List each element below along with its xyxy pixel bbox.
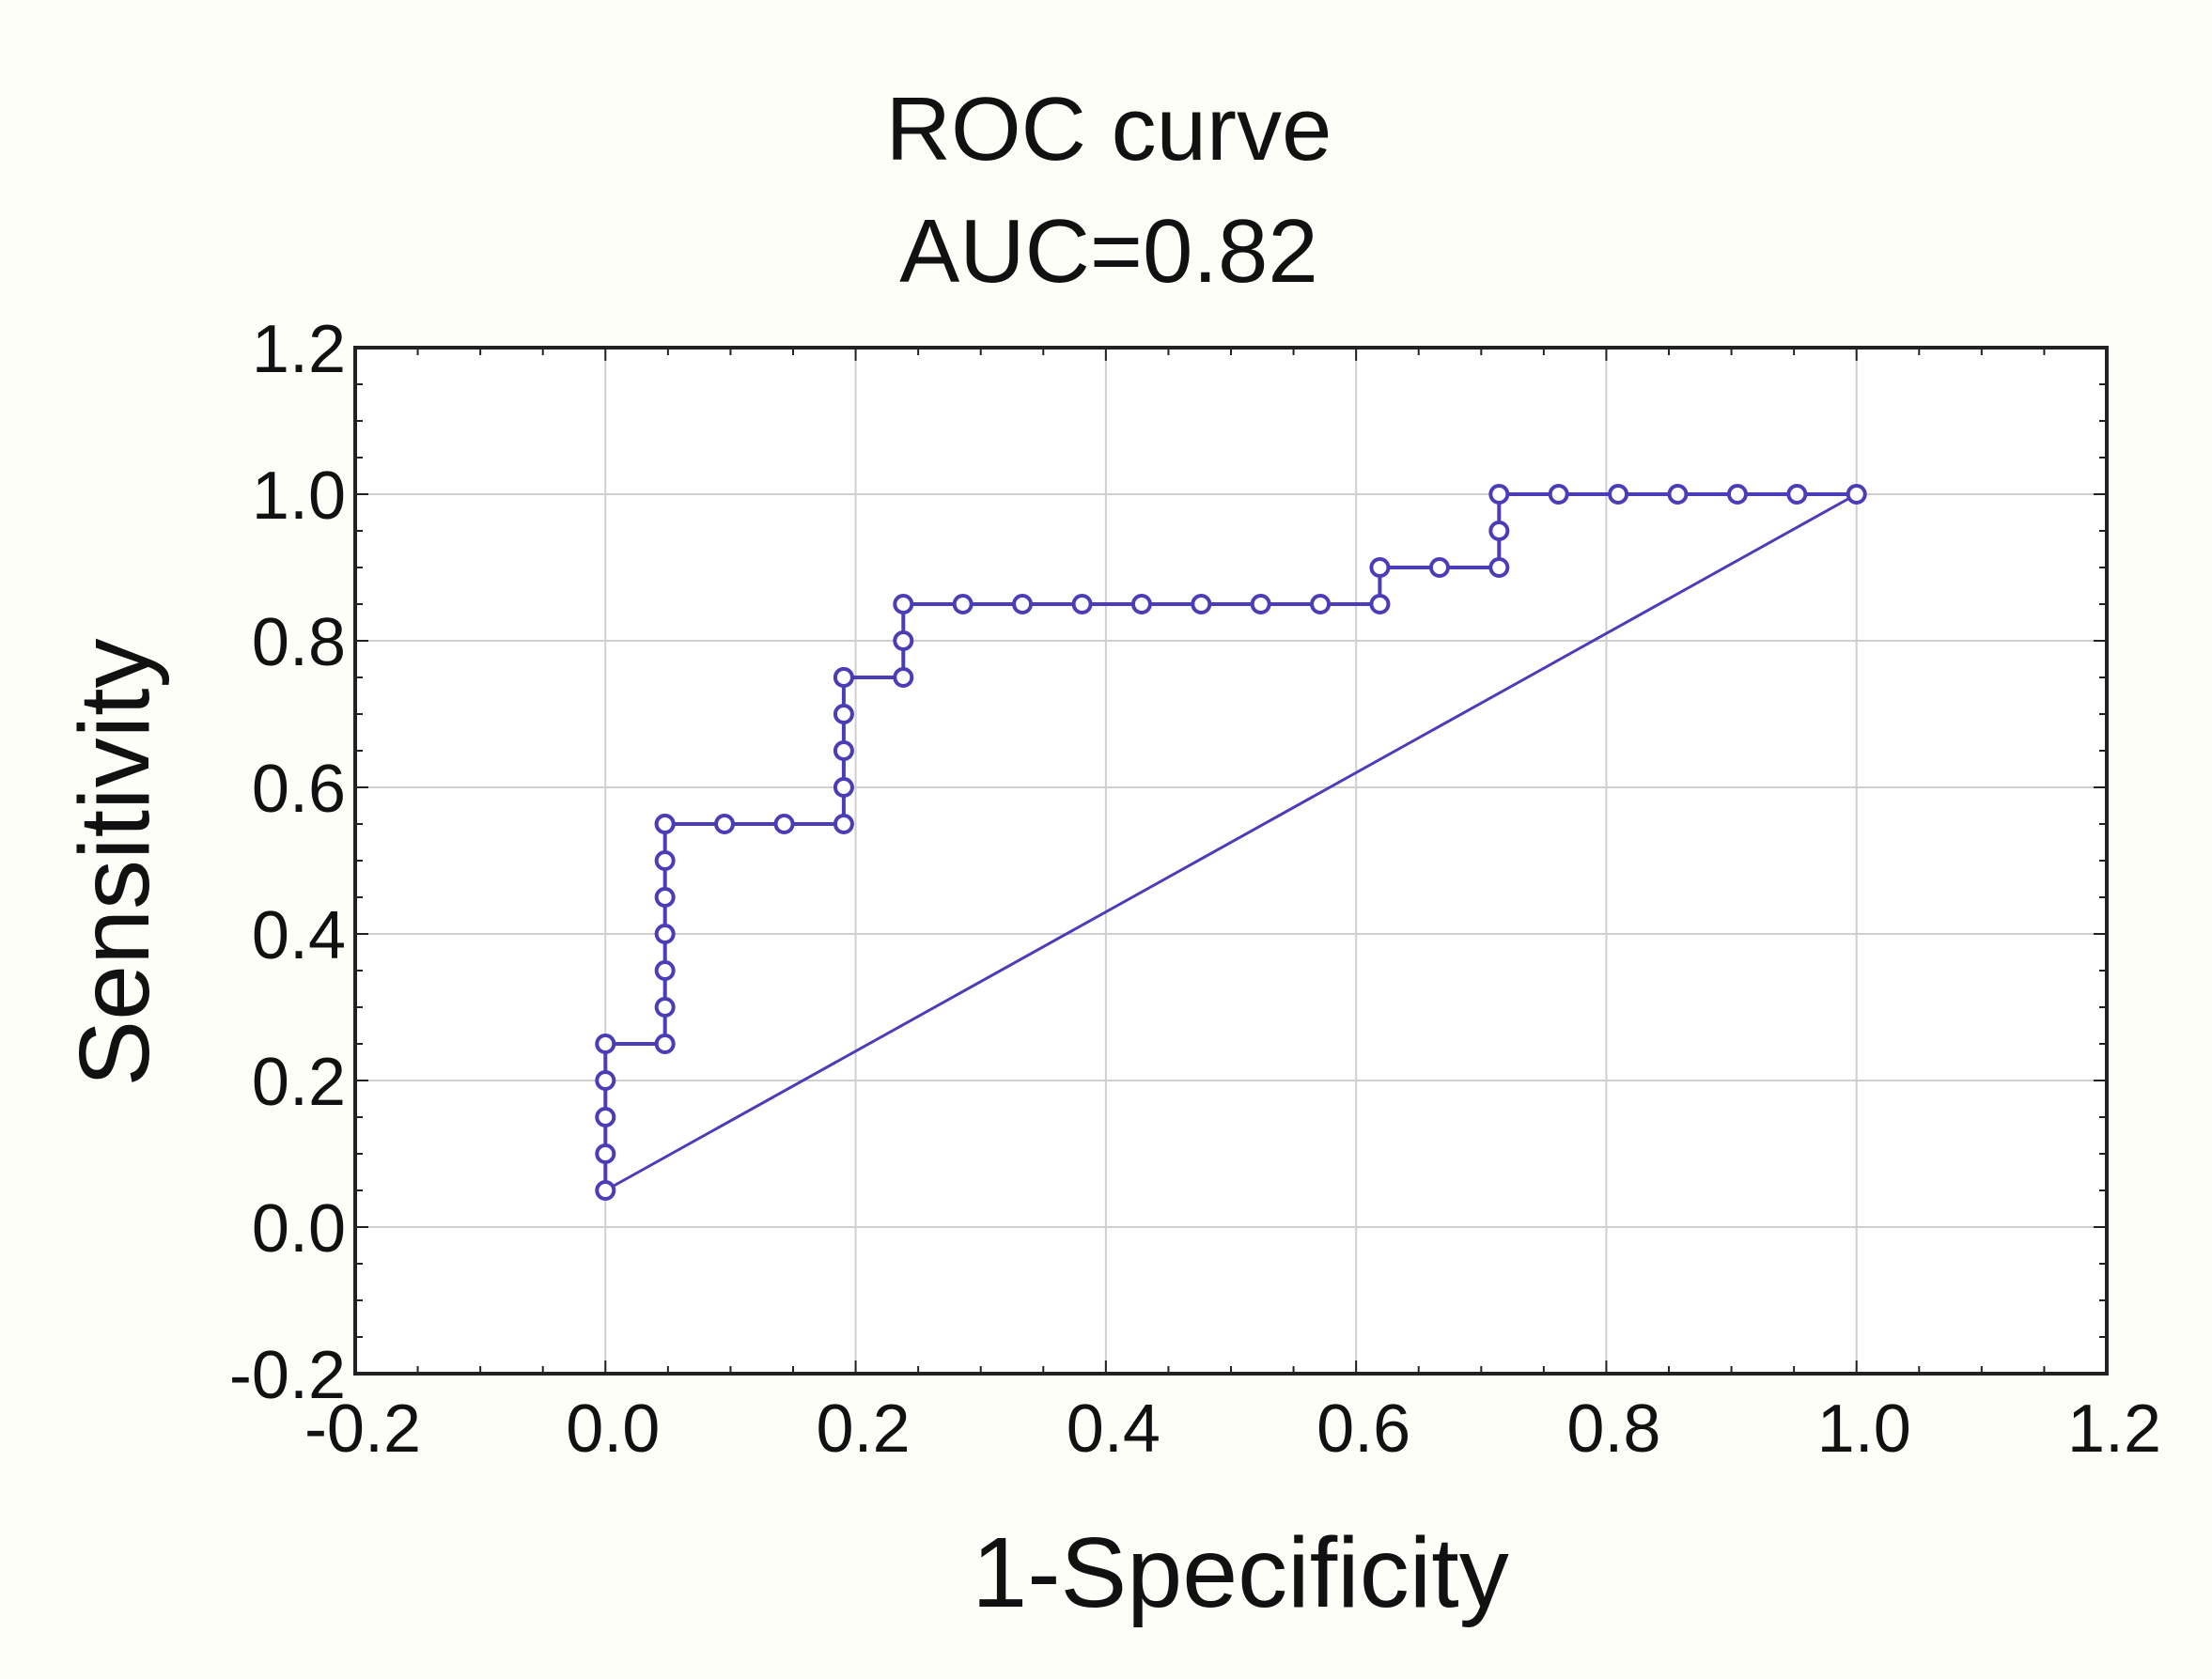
y-tick-label: 0.8 xyxy=(252,605,346,680)
roc-point xyxy=(893,667,914,688)
roc-point xyxy=(952,594,974,614)
x-tick-label: 0.2 xyxy=(817,1391,911,1467)
y-tick-label: 0.6 xyxy=(252,752,346,827)
roc-point xyxy=(595,1143,616,1164)
y-axis-title: Sensitivity xyxy=(59,638,170,1086)
roc-point xyxy=(833,704,854,724)
roc-point xyxy=(1310,594,1332,614)
y-tick-label: 0.0 xyxy=(252,1191,346,1267)
roc-point xyxy=(1726,484,1748,505)
x-tick-label: 0.4 xyxy=(1067,1391,1161,1467)
roc-point xyxy=(714,814,736,834)
roc-point xyxy=(833,777,854,798)
x-tick-label: 0.6 xyxy=(1316,1391,1410,1467)
x-tick-label: 0.8 xyxy=(1566,1391,1660,1467)
series-layer xyxy=(595,484,1867,1201)
y-tick-label: 1.0 xyxy=(252,459,346,534)
roc-point xyxy=(654,960,676,981)
roc-point xyxy=(1667,484,1689,505)
roc-point xyxy=(1369,594,1391,614)
plot-frame xyxy=(353,346,2109,1376)
roc-point xyxy=(833,740,854,761)
roc-point xyxy=(1608,484,1629,505)
roc-point xyxy=(1488,484,1510,505)
y-tick-label: 0.4 xyxy=(252,898,346,973)
x-tick-label: 1.2 xyxy=(2067,1391,2161,1467)
roc-point xyxy=(595,1180,616,1201)
roc-point xyxy=(654,887,676,908)
roc-point xyxy=(1130,594,1152,614)
y-tick-labels: -0.2 0.0 0.2 0.4 0.6 0.8 1.0 1.2 xyxy=(229,312,346,1413)
y-tick-label: -0.2 xyxy=(229,1338,346,1413)
roc-point xyxy=(1191,594,1212,614)
y-tick-label: 1.2 xyxy=(252,312,346,387)
roc-point xyxy=(893,594,914,614)
x-tick-label: -0.2 xyxy=(304,1391,421,1467)
roc-point xyxy=(833,667,854,688)
roc-point xyxy=(833,814,854,834)
roc-point xyxy=(1428,557,1450,578)
roc-point xyxy=(893,630,914,651)
roc-point xyxy=(1846,484,1867,505)
roc-point xyxy=(654,1034,676,1054)
x-tick-label: 1.0 xyxy=(1817,1391,1911,1467)
roc-point xyxy=(654,814,676,834)
chart-title: ROC curve xyxy=(886,79,1332,179)
x-axis-title: 1-Specificity xyxy=(972,1517,1508,1628)
x-tick-labels: -0.2 0.0 0.2 0.4 0.6 0.8 1.0 1.2 xyxy=(304,1391,2161,1467)
roc-point xyxy=(1548,484,1569,505)
reference-line xyxy=(604,492,1858,1192)
roc-point xyxy=(1012,594,1034,614)
roc-point xyxy=(654,850,676,871)
roc-point xyxy=(1250,594,1271,614)
roc-point xyxy=(1369,557,1391,578)
roc-point xyxy=(595,1107,616,1127)
y-tick-label: 0.2 xyxy=(252,1045,346,1120)
roc-point xyxy=(1488,557,1510,578)
chart-subtitle: AUC=0.82 xyxy=(899,201,1318,302)
roc-point xyxy=(595,1070,616,1091)
roc-point xyxy=(1071,594,1093,614)
roc-point xyxy=(1786,484,1808,505)
roc-point xyxy=(1488,521,1510,541)
roc-point xyxy=(595,1034,616,1054)
roc-point xyxy=(654,924,676,944)
roc-point xyxy=(654,997,676,1018)
roc-point xyxy=(773,814,795,834)
x-tick-label: 0.0 xyxy=(566,1391,660,1467)
